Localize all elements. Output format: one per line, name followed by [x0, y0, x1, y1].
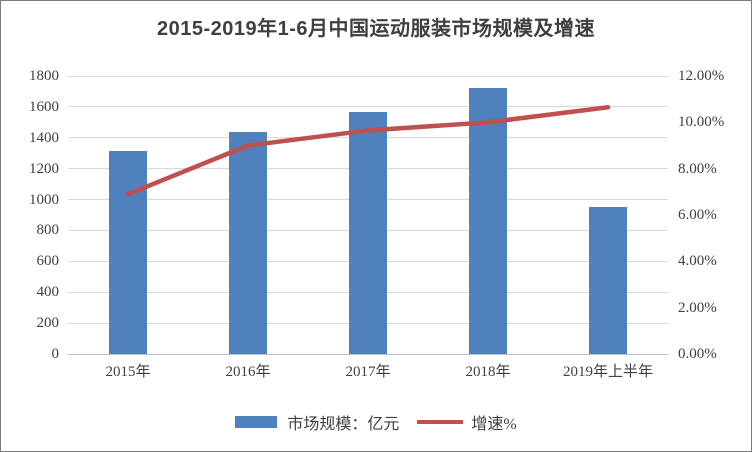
left-axis-tick-label: 200 — [36, 315, 60, 332]
left-axis-tick-label: 800 — [36, 222, 60, 239]
left-axis-tick-label: 1000 — [29, 191, 59, 208]
bar-2016年 — [229, 131, 267, 354]
left-axis-tick-label: 1600 — [29, 98, 59, 115]
right-axis-tick-label: 12.00% — [678, 68, 725, 84]
chart-title: 2015-2019年1-6月中国运动服装市场规模及增速 — [156, 18, 596, 40]
x-axis-label-2015年: 2015年 — [105, 364, 151, 380]
right-axis-tick-label: 8.00% — [678, 160, 717, 177]
right-axis-tick-label: 6.00% — [678, 207, 717, 223]
gridline-zero — [68, 353, 668, 355]
left-axis-tick-label: 600 — [36, 253, 60, 270]
x-axis-label-2016年: 2016年 — [225, 364, 271, 380]
right-axis-tick-label: 0.00% — [678, 346, 717, 362]
gridline — [68, 106, 668, 108]
bar-2015年 — [109, 150, 147, 354]
legend-line-swatch — [417, 420, 464, 424]
right-axis-tick-label: 4.00% — [678, 253, 717, 270]
left-axis-tick-label: 1200 — [29, 160, 59, 177]
bar-2017年 — [349, 112, 387, 354]
bar-2018年 — [469, 87, 507, 354]
left-axis-tick-label: 1800 — [29, 68, 59, 84]
right-axis-tick-label: 10.00% — [678, 114, 725, 131]
left-axis-tick-label: 400 — [36, 284, 60, 301]
legend: 市场规模：亿元 增速% — [1, 410, 751, 434]
legend-line-label: 增速% — [471, 416, 517, 433]
x-axis-label-2017年: 2017年 — [345, 364, 391, 380]
legend-bar-label: 市场规模：亿元 — [287, 416, 400, 433]
left-axis-tick-label: 0 — [51, 346, 60, 362]
gridline — [68, 75, 668, 77]
x-axis-label-2019年上半年: 2019年上半年 — [562, 364, 653, 380]
left-axis-tick-label: 1400 — [29, 129, 59, 146]
x-axis-label-2018年: 2018年 — [465, 364, 511, 380]
right-axis-tick-label: 2.00% — [678, 299, 717, 316]
bar-2019年上半年 — [589, 207, 627, 354]
legend-bar-swatch — [235, 416, 278, 428]
